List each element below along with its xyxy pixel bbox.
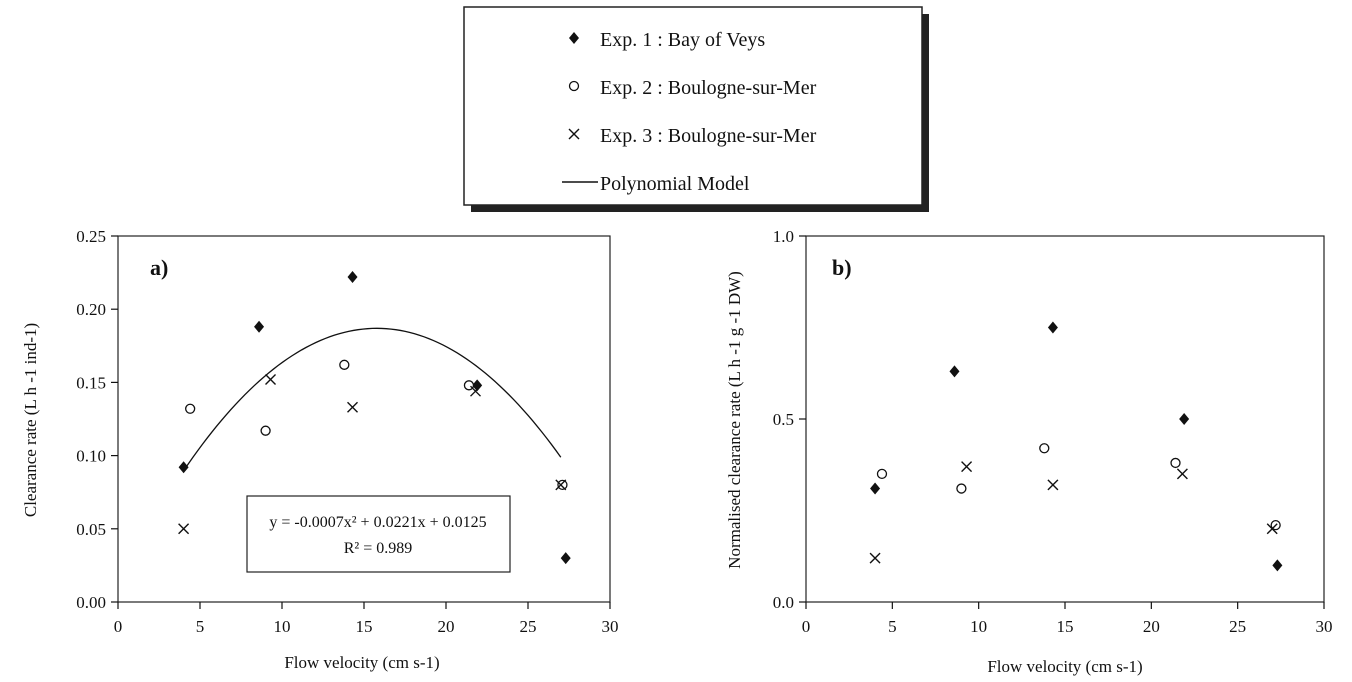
- x-tick-label: 0: [802, 617, 811, 636]
- data-point-filled-diamond: [870, 482, 881, 495]
- x-tick-label: 20: [1143, 617, 1160, 636]
- x-tick-label: 10: [274, 617, 291, 636]
- legend-marker-filled-diamond: [569, 32, 579, 44]
- y-tick-label: 0.00: [76, 593, 106, 612]
- data-point-open-circle: [339, 359, 350, 370]
- legend-marker-cross: [568, 128, 580, 140]
- data-point-filled-diamond: [254, 320, 265, 333]
- data-point-filled-diamond: [1179, 413, 1190, 425]
- data-point-open-circle: [876, 468, 888, 480]
- data-point-cross: [961, 461, 973, 473]
- legend: Exp. 1 : Bay of Veys Exp. 2 : Boulogne-su…: [463, 6, 929, 212]
- y-tick-label: 0.0: [773, 593, 794, 612]
- x-tick-label: 30: [602, 617, 619, 636]
- data-point-open-circle: [260, 425, 271, 436]
- data-point-open-circle: [185, 403, 196, 414]
- data-point-cross: [1266, 523, 1278, 535]
- data-point-open-circle: [557, 479, 568, 491]
- x-tick-label: 15: [356, 617, 373, 636]
- data-point-filled-diamond: [1047, 321, 1058, 334]
- y-tick-label: 0.10: [76, 447, 106, 466]
- axes-b: 0 5 10 15 20 25 30 0.0 0.5 1.0: [773, 227, 1333, 636]
- x-axis-label-b: Flow velocity (cm s-1): [987, 657, 1142, 676]
- y-tick-label: 0.25: [76, 227, 106, 246]
- data-point-cross: [265, 373, 277, 385]
- model-a: [183, 327, 562, 472]
- x-axis-label-a: Flow velocity (cm s-1): [284, 653, 439, 672]
- data-point-open-circle: [1170, 457, 1181, 469]
- x-tick-label: 25: [520, 617, 537, 636]
- y-tick-label: 1.0: [773, 227, 794, 246]
- points-b: [869, 321, 1283, 572]
- polynomial-model-line: [183, 327, 562, 472]
- data-point-filled-diamond: [347, 270, 358, 283]
- x-tick-label: 30: [1316, 617, 1333, 636]
- legend-label: Exp. 3 : Boulogne-sur-Mer: [600, 125, 817, 147]
- y-tick-label: 0.15: [76, 373, 106, 392]
- x-tick-label: 10: [970, 617, 987, 636]
- y-axis-label-a: Clearance rate (L h -1 ind-1): [21, 323, 40, 517]
- data-point-filled-diamond: [178, 461, 189, 474]
- legend-entries: Exp. 1 : Bay of Veys Exp. 2 : Boulogne-su…: [562, 29, 817, 195]
- legend-label: Exp. 2 : Boulogne-sur-Mer: [600, 77, 817, 99]
- x-tick-label: 20: [438, 617, 455, 636]
- data-point-open-circle: [1039, 443, 1050, 454]
- x-tick-label: 5: [196, 617, 205, 636]
- data-point-cross: [555, 479, 567, 491]
- r2-text: R² = 0.989: [344, 540, 413, 557]
- x-tick-label: 15: [1057, 617, 1074, 636]
- data-point-cross: [347, 401, 359, 413]
- data-point-filled-diamond: [949, 365, 960, 378]
- equation-box-frame: [246, 495, 511, 573]
- x-tick-label: 25: [1229, 617, 1246, 636]
- legend-marker-open-circle: [568, 80, 580, 92]
- legend-label: Exp. 1 : Bay of Veys: [600, 29, 765, 51]
- legend-label: Polynomial Model: [600, 173, 750, 195]
- data-point-cross: [470, 385, 482, 397]
- points-a: [178, 270, 571, 565]
- panel-label-b: b): [832, 255, 852, 280]
- data-point-cross: [178, 523, 190, 535]
- chart-panel-b: b) 0 5 10 15 20 25 30 0.0 0.5 1.0 Flow velocity (…: [725, 227, 1333, 676]
- chart-panel-a: a) 0 5 10 15 20 25 300.000.050.100.150.200.25 …: [21, 227, 619, 672]
- y-axis-label-b: Normalised clearance rate (L h -1 g -1 D…: [725, 271, 744, 569]
- y-tick-label: 0.05: [76, 520, 106, 539]
- equation-text: y = -0.0007x² + 0.0221x + 0.0125: [269, 514, 486, 531]
- data-point-filled-diamond: [560, 552, 571, 565]
- x-tick-label: 0: [114, 617, 123, 636]
- panel-label-a: a): [150, 255, 168, 280]
- equation-box: y = -0.0007x² + 0.0221x + 0.0125 R² = 0.…: [246, 495, 511, 573]
- data-point-filled-diamond: [472, 379, 483, 392]
- data-point-cross: [1047, 479, 1059, 491]
- data-point-filled-diamond: [1272, 559, 1283, 572]
- plot-frame-b: [805, 235, 1325, 603]
- y-tick-label: 0.20: [76, 300, 106, 319]
- legend-box: [463, 6, 923, 206]
- axes-a: 0 5 10 15 20 25 30 0.00 0.05 0.10 0.15 0.20 0.25: [76, 227, 618, 636]
- data-point-cross: [869, 552, 881, 564]
- x-tick-label: 5: [888, 617, 897, 636]
- data-point-open-circle: [956, 483, 967, 494]
- y-tick-label: 0.5: [773, 410, 794, 429]
- data-point-cross: [1176, 468, 1188, 480]
